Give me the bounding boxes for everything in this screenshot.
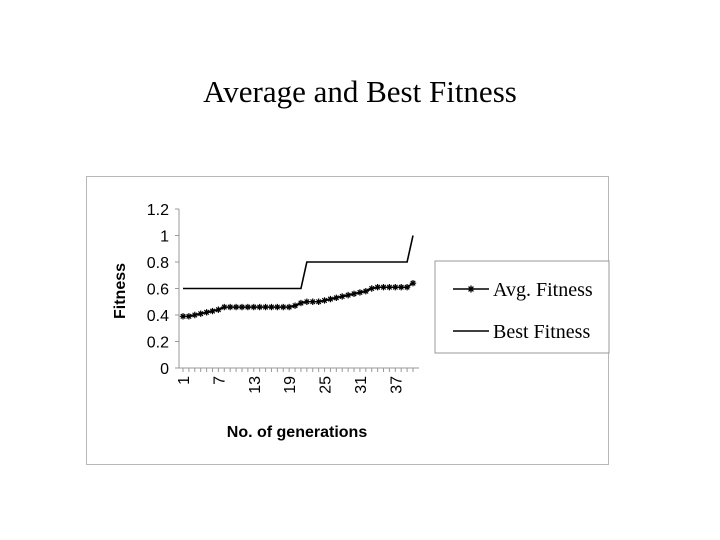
- slide-title: Average and Best Fitness: [203, 74, 517, 109]
- data-point: [344, 291, 352, 299]
- data-point: [250, 303, 257, 311]
- data-point: [285, 303, 293, 311]
- x-tick-label: 31: [353, 376, 370, 394]
- data-point: [297, 299, 305, 307]
- data-point: [356, 289, 364, 296]
- data-point: [362, 287, 370, 295]
- data-point: [327, 295, 334, 303]
- x-axis-title: No. of generations: [227, 424, 368, 441]
- x-tick-label: 13: [247, 376, 264, 394]
- y-axis-title: Fitness: [112, 263, 129, 319]
- x-tick-label: 1: [176, 376, 193, 385]
- y-tick-label: 0.6: [147, 282, 169, 299]
- data-point: [244, 303, 252, 311]
- data-point: [238, 303, 246, 311]
- series-line: [183, 235, 414, 290]
- y-tick-label: 0.4: [147, 308, 169, 325]
- data-point: [291, 302, 299, 309]
- data-point: [232, 303, 240, 311]
- data-point: [392, 283, 399, 291]
- legend-marker: [467, 285, 475, 293]
- data-point: [191, 311, 198, 319]
- data-point: [209, 307, 216, 315]
- data-point: [350, 290, 358, 297]
- series-best-fitness: [183, 235, 414, 290]
- data-point: [256, 303, 263, 311]
- x-tick-label: 19: [282, 376, 299, 394]
- series-line: [183, 282, 414, 318]
- data-point: [226, 303, 234, 311]
- data-point: [368, 285, 375, 292]
- data-point: [386, 283, 393, 291]
- data-point: [185, 313, 193, 320]
- data-point: [197, 310, 204, 317]
- x-tick-label: 7: [211, 376, 228, 385]
- x-tick-label: 37: [388, 376, 405, 394]
- x-axis: 1 7 13 19 25 31 37: [176, 367, 419, 394]
- data-point: [339, 293, 346, 300]
- y-axis: 0 0.2 0.4 0.6 0.8 1 1.2: [147, 202, 180, 378]
- legend-item: Avg. Fitness: [453, 279, 593, 301]
- legend-box: [434, 260, 610, 354]
- y-tick-label: 1: [160, 229, 169, 246]
- data-point: [179, 313, 187, 320]
- data-point: [380, 283, 387, 291]
- legend-label: Avg. Fitness: [493, 279, 593, 301]
- line-chart: 0 0.2 0.4 0.6 0.8 1 1.2 1 7 13 19 25 31 37 Fitness N…: [112, 202, 610, 441]
- data-point: [268, 303, 275, 311]
- y-tick-label: 0.8: [147, 255, 169, 272]
- x-tick-label: 25: [318, 376, 335, 394]
- data-point: [203, 309, 210, 316]
- legend-label: Best Fitness: [493, 321, 590, 343]
- y-tick-label: 0.2: [147, 335, 169, 352]
- data-point: [315, 298, 322, 305]
- data-point: [309, 298, 316, 305]
- data-point: [303, 298, 311, 305]
- data-point: [215, 306, 222, 313]
- y-tick-label: 1.2: [147, 202, 169, 219]
- data-point: [321, 297, 328, 304]
- data-point: [280, 303, 287, 311]
- legend: Avg. Fitness Best Fitness: [434, 260, 610, 354]
- series-layer: [179, 235, 417, 320]
- data-point: [374, 283, 381, 291]
- data-point: [333, 294, 340, 301]
- data-point: [409, 280, 417, 287]
- data-point: [221, 303, 228, 311]
- data-point: [274, 303, 281, 311]
- legend-item: Best Fitness: [453, 321, 590, 343]
- data-point: [262, 303, 269, 311]
- y-tick-label: 0: [160, 361, 169, 378]
- chart-frame: 0 0.2 0.4 0.6 0.8 1 1.2 1 7 13 19 25 31 37 Fitness N…: [86, 176, 610, 465]
- data-point: [403, 283, 411, 291]
- series-avg-fitness: [179, 280, 417, 320]
- data-point: [398, 283, 405, 291]
